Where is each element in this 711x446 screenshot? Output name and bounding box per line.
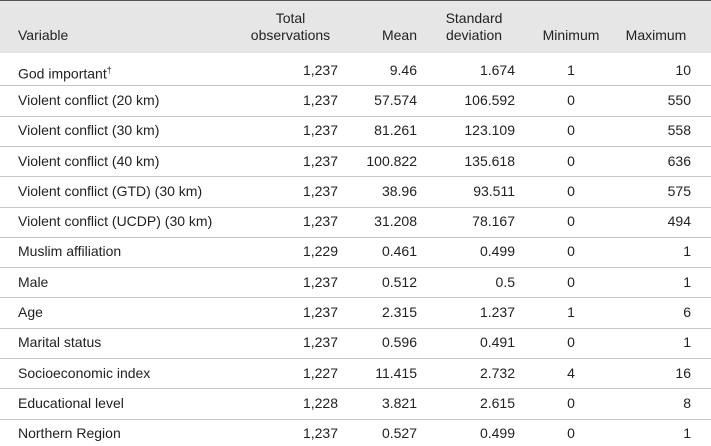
cell-value: 0: [567, 273, 575, 290]
cell-value: 1,227: [302, 364, 338, 381]
row-divider: [0, 146, 711, 147]
cell-value: 0.5: [495, 273, 515, 290]
cell-value: 1,237: [302, 425, 338, 442]
cell-value: 636: [667, 152, 691, 169]
cell-value: 0.512: [381, 273, 417, 290]
row-divider: [0, 358, 711, 359]
row-divider: [0, 388, 711, 389]
cell-value: 1,237: [302, 334, 338, 351]
cell-value: 0: [567, 91, 575, 108]
cell-value: 494: [667, 213, 691, 230]
cell-value: 0.527: [381, 425, 417, 442]
cell-value: 1: [683, 334, 691, 351]
cell-value: 1: [683, 273, 691, 290]
cell-value: 57.574: [374, 91, 417, 108]
row-label: Educational level: [18, 394, 124, 411]
cell-value: 106.592: [464, 91, 515, 108]
cell-value: 93.511: [473, 182, 515, 199]
cell-value: 0: [567, 152, 575, 169]
row-label: Violent conflict (UCDP) (30 km): [18, 213, 213, 230]
cell-value: 550: [667, 91, 691, 108]
row-divider: [0, 419, 711, 420]
cell-value: 1,237: [302, 152, 338, 169]
cell-value: 0: [567, 334, 575, 351]
cell-value: 0.461: [381, 243, 417, 260]
row-divider: [0, 328, 711, 329]
cell-value: 1: [683, 243, 691, 260]
cell-value: 0: [567, 425, 575, 442]
cell-value: 4: [567, 364, 575, 381]
row-divider: [0, 207, 711, 208]
row-label: Violent conflict (20 km): [18, 91, 160, 108]
row-label: Northern Region: [18, 425, 121, 442]
cell-value: 1,237: [302, 61, 338, 78]
row-label: God important†: [18, 64, 112, 82]
cell-value: 16: [675, 364, 691, 381]
cell-value: 1: [683, 425, 691, 442]
cell-value: 38.96: [381, 182, 417, 199]
row-divider: [0, 237, 711, 238]
cell-value: 0.499: [479, 425, 515, 442]
cell-value: 2.615: [479, 394, 515, 411]
row-label: Male: [18, 273, 49, 290]
cell-value: 0.491: [479, 334, 515, 351]
cell-value: 81.261: [374, 122, 417, 139]
cell-value: 1.237: [479, 304, 515, 321]
cell-value: 10: [675, 61, 691, 78]
cell-value: 0: [567, 213, 575, 230]
row-divider: [0, 176, 711, 177]
cell-value: 1,237: [302, 304, 338, 321]
column-header: Total observations: [250, 10, 331, 43]
row-label: Violent conflict (30 km): [18, 122, 160, 139]
cell-value: 6: [683, 304, 691, 321]
cell-value: 1,237: [302, 182, 338, 199]
column-header: Standard deviation: [445, 10, 503, 43]
column-header: Minimum: [542, 27, 600, 43]
cell-value: 0.596: [381, 334, 417, 351]
cell-value: 11.415: [375, 364, 417, 381]
column-header: Variable: [18, 27, 69, 43]
cell-value: 31.208: [374, 213, 417, 230]
cell-value: 1,228: [302, 394, 338, 411]
cell-value: 1.674: [479, 61, 515, 78]
cell-value: 1,237: [302, 213, 338, 230]
row-label: Muslim affiliation: [18, 243, 122, 260]
header-band: [0, 0, 711, 53]
footnote-mark: †: [106, 64, 112, 75]
cell-value: 0: [567, 182, 575, 199]
cell-value: 2.315: [381, 304, 417, 321]
row-divider: [0, 267, 711, 268]
cell-value: 1,237: [302, 91, 338, 108]
cell-value: 3.821: [381, 394, 417, 411]
row-label: Socioeconomic index: [18, 364, 151, 381]
cell-value: 0: [567, 243, 575, 260]
cell-value: 1: [567, 61, 575, 78]
row-divider: [0, 85, 711, 86]
cell-value: 1,237: [302, 273, 338, 290]
cell-value: 9.46: [389, 61, 417, 78]
row-label: Marital status: [18, 334, 102, 351]
cell-value: 0: [567, 122, 575, 139]
cell-value: 2.732: [479, 364, 515, 381]
cell-value: 1,237: [302, 122, 338, 139]
cell-value: 0: [567, 394, 575, 411]
row-divider: [0, 116, 711, 117]
cell-value: 8: [683, 394, 691, 411]
cell-value: 1,229: [302, 243, 338, 260]
column-header: Mean: [381, 27, 417, 43]
cell-value: 100.822: [366, 152, 417, 169]
cell-value: 1: [567, 304, 575, 321]
cell-value: 135.618: [464, 152, 515, 169]
cell-value: 575: [667, 182, 691, 199]
cell-value: 123.109: [464, 122, 515, 139]
row-label: Age: [18, 304, 43, 321]
cell-value: 558: [667, 122, 691, 139]
row-label: Violent conflict (GTD) (30 km): [18, 182, 203, 199]
column-header: Maximum: [625, 27, 687, 43]
cell-value: 0.499: [479, 243, 515, 260]
cell-value: 78.167: [472, 213, 515, 230]
row-divider: [0, 297, 711, 298]
row-label: Violent conflict (40 km): [18, 152, 160, 169]
